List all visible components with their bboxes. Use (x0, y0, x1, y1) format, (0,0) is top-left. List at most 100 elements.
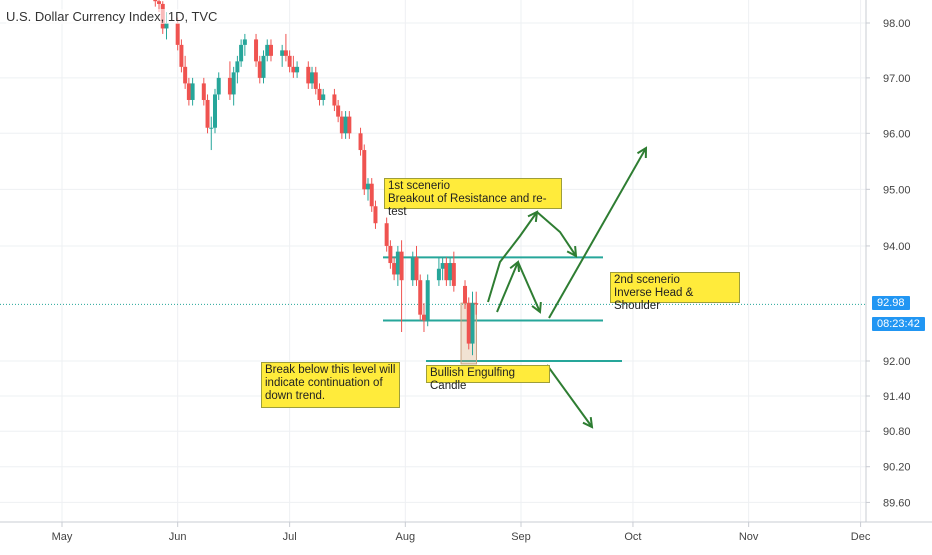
candle-body (399, 251, 404, 281)
time-tick-label: Aug (396, 531, 416, 543)
time-tick-label: Oct (624, 531, 641, 543)
candle-body (343, 116, 348, 134)
candle-body (384, 223, 389, 246)
candle-body (436, 268, 441, 281)
candle-body (317, 88, 322, 100)
candle-body (418, 280, 423, 315)
candle-body (257, 61, 262, 78)
candle-body (451, 263, 456, 286)
candle-body (280, 50, 285, 56)
candle-body (287, 55, 292, 67)
candle-body (310, 72, 315, 84)
price-tick-label: 92.00 (883, 356, 911, 368)
candle-body (153, 0, 158, 2)
candle-body (358, 133, 363, 151)
price-tick-label: 94.00 (883, 241, 911, 253)
candle-body (268, 44, 273, 56)
time-tick-label: Jul (283, 531, 297, 543)
candle-body (291, 66, 296, 73)
bullish-engulfing-note[interactable]: Bullish Engulfing Candle (426, 365, 550, 392)
candle-body (231, 72, 236, 95)
scenario-1-arrow-retest-head (566, 245, 578, 258)
time-tick-label: Sep (511, 531, 531, 543)
time-tick-label: Dec (851, 531, 871, 543)
price-tick-label: 89.60 (883, 497, 911, 509)
candle-body (336, 105, 341, 117)
candle-body (313, 72, 318, 89)
time-tick-label: Jun (169, 531, 187, 543)
candle-body (157, 1, 162, 4)
candle-body (414, 257, 419, 281)
candle-body (373, 206, 378, 224)
scenario-1-arrow-retest (536, 211, 577, 257)
breakout-arrow-up (548, 147, 647, 319)
breakout-arrow-up-head (636, 146, 648, 159)
candle-body (209, 127, 214, 129)
scenario-2-note[interactable]: 2nd scenerio Inverse Head & Shoulder (610, 272, 740, 312)
candle-body (347, 116, 352, 134)
candle-body (283, 50, 288, 56)
countdown-label: 08:23:42 (872, 317, 925, 331)
candle-body (295, 66, 300, 73)
chart-title: U.S. Dollar Currency Index, 1D, TVC (6, 9, 218, 24)
breakdown-arrow-down (546, 364, 593, 428)
candle-body (183, 66, 188, 84)
time-tick-label: May (52, 531, 73, 543)
candle-body (366, 183, 370, 190)
grid (0, 0, 866, 522)
candle-body (448, 263, 453, 281)
candle-body (321, 94, 326, 100)
candle-body (466, 303, 471, 344)
horizontal-levels (383, 256, 622, 362)
scenario-2-arrow-up (496, 261, 519, 313)
price-tick-label: 90.80 (883, 426, 911, 438)
candle-body (186, 83, 191, 100)
scenario-arrows (487, 146, 648, 429)
break-below-note[interactable]: Break below this level will indicate con… (261, 362, 400, 408)
scenario-1-arrow-up (487, 211, 538, 303)
candle-body (470, 303, 475, 344)
price-tick-label: 96.00 (883, 128, 911, 140)
price-axis[interactable]: 89.60 90.20 90.80 91.40 92.00 94.00 95.00 96.00… (866, 18, 911, 509)
candle-body (474, 303, 479, 305)
candle-body (421, 314, 426, 321)
candle-body (261, 55, 266, 78)
price-tick-label: 97.00 (883, 73, 911, 85)
candle-body (265, 44, 270, 56)
breakdown-arrow-down-head (582, 416, 594, 429)
candle-body (190, 83, 195, 100)
candle-body (213, 94, 217, 128)
price-tick-label: 98.00 (883, 18, 911, 30)
price-tick-label: 91.40 (883, 391, 911, 403)
candles (153, 0, 479, 365)
candle-body (254, 39, 259, 62)
candle-body (440, 263, 445, 269)
candle-body (216, 77, 221, 95)
scenario-2-arrow-down-head (531, 301, 542, 314)
time-axis[interactable]: May Jun Jul Aug Sep Oct Nov Dec (52, 522, 871, 543)
candle-body (444, 263, 449, 281)
candle-body (339, 116, 344, 134)
candle-body (392, 263, 397, 275)
candle-body (369, 183, 374, 207)
scenario-1-note[interactable]: 1st scenerio Breakout of Resistance and … (384, 178, 562, 218)
candle-body (388, 245, 393, 264)
time-tick-label: Nov (739, 531, 759, 543)
scenario-2-arrow-down (517, 261, 541, 313)
price-tick-label: 95.00 (883, 184, 911, 196)
candle-body (425, 280, 430, 321)
candle-body (239, 44, 244, 62)
candle-body (227, 77, 232, 95)
candle-body (242, 39, 247, 45)
candle-body (306, 66, 311, 84)
candle-body (332, 94, 337, 106)
candle-body (395, 251, 400, 275)
last-price-label: 92.98 (872, 296, 910, 310)
candle-body (205, 99, 210, 128)
candle-body (164, 23, 169, 29)
candle-body (179, 44, 184, 67)
candle-body (201, 83, 206, 100)
